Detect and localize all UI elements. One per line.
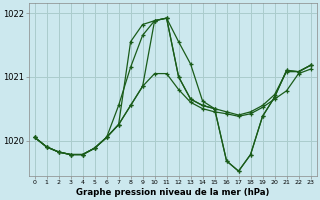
X-axis label: Graphe pression niveau de la mer (hPa): Graphe pression niveau de la mer (hPa) <box>76 188 269 197</box>
